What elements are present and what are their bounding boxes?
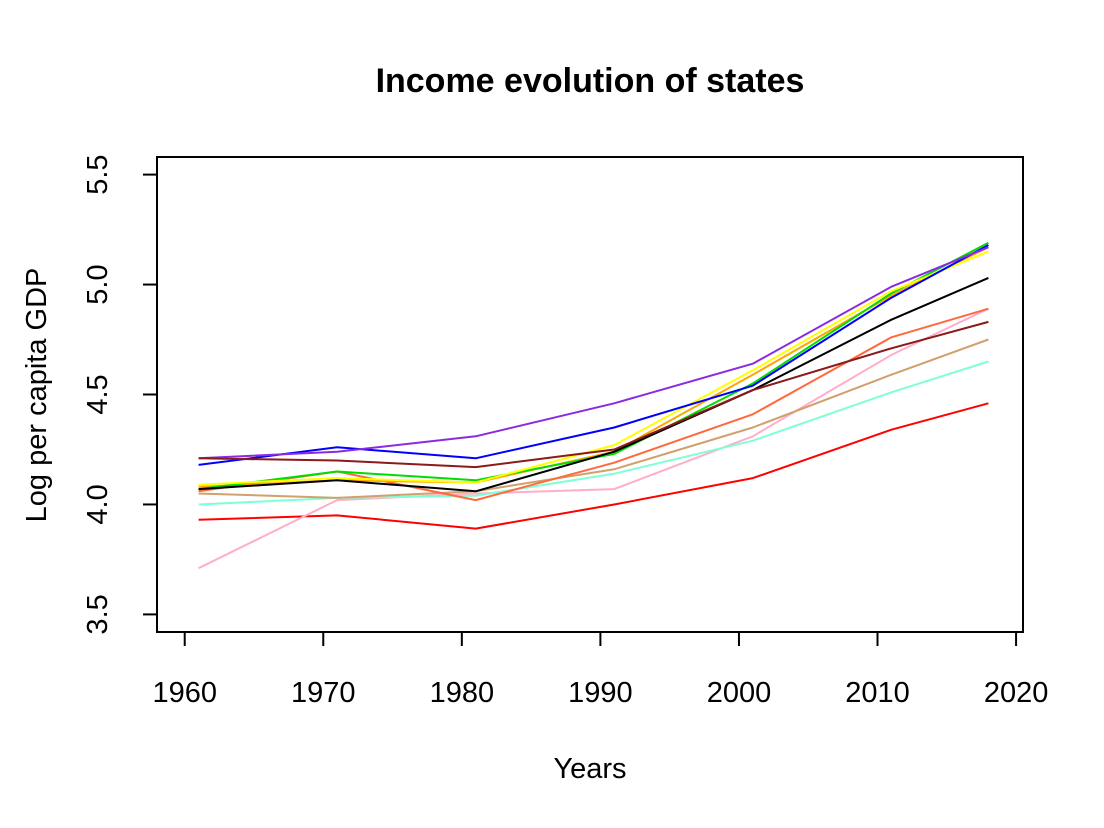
plot-frame [156, 156, 1024, 633]
y-axis-label: Log per capita GDP [21, 268, 53, 523]
x-tick-label: 1990 [568, 677, 633, 709]
series-line-11 [198, 246, 989, 460]
x-tick-label: 2000 [707, 677, 772, 709]
series-line-7 [198, 241, 989, 491]
series-line-5 [198, 307, 989, 502]
x-tick-label: 1970 [291, 677, 356, 709]
x-axis-label: Years [553, 753, 626, 785]
x-tick-label: 2010 [845, 677, 910, 709]
y-tick-label: 4.5 [82, 374, 114, 414]
series-line-2 [198, 307, 989, 570]
y-tick-label: 4.0 [82, 484, 114, 524]
x-axis: 1960 1970 1980 1990 2000 2010 2020 [152, 631, 1049, 709]
series-line-9 [198, 276, 989, 493]
x-tick-label: 1980 [430, 677, 495, 709]
y-tick-label: 5.5 [82, 154, 114, 194]
y-axis: 3.5 4.0 4.5 5.0 5.5 [82, 154, 158, 635]
series-line-10 [198, 244, 989, 466]
chart-title: Income evolution of states [376, 62, 805, 100]
series-layer [198, 241, 989, 570]
series-line-8 [198, 250, 989, 486]
series-line-12 [198, 320, 989, 469]
y-tick-label: 3.5 [82, 594, 114, 634]
y-tick-label: 5.0 [82, 264, 114, 304]
series-line-4 [198, 338, 989, 499]
series-line-1 [198, 402, 989, 530]
x-tick-label: 2020 [984, 677, 1049, 709]
x-tick-label: 1960 [152, 677, 217, 709]
